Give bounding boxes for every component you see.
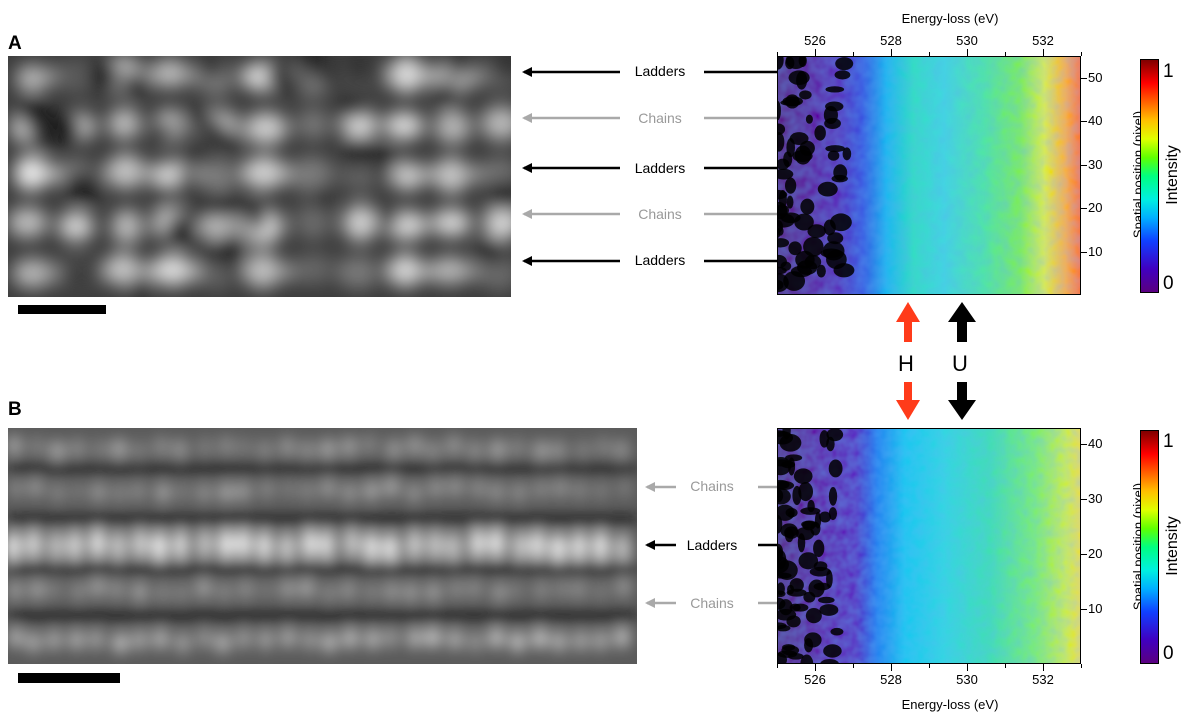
y-tick-label-1-40: 40: [1088, 436, 1103, 452]
row-label-a-1: Ladders: [634, 63, 686, 79]
eels-map-a: [777, 56, 1081, 295]
y-tick-mark-0-20: [1081, 208, 1087, 210]
y-tick-label-0-40: 40: [1088, 113, 1103, 129]
colorbar-b-title: Intensity: [1164, 516, 1181, 576]
y-tick-mark-1-30: [1081, 499, 1087, 501]
x-tick-label-1-532: 532: [1032, 672, 1054, 687]
y-tick-label-1-20: 20: [1088, 546, 1103, 562]
x-tick-label-1-526: 526: [804, 672, 826, 687]
x-tick-mark-1-530: [967, 664, 968, 671]
panel-label-b: B: [8, 399, 22, 420]
x-tick-mark-0-533: [1081, 52, 1082, 56]
y-tick-mark-0-10: [1081, 251, 1087, 253]
row-label-a-2: Chains: [638, 110, 682, 126]
x-tick-mark-0-530: [967, 49, 968, 56]
x-tick-mark-0-525: [777, 52, 778, 56]
x-tick-label-1-528: 528: [880, 672, 902, 687]
u-arrow-down-icon: [948, 382, 976, 420]
x-tick-mark-0-531: [1005, 52, 1006, 56]
colorbar-a-title: Intensity: [1164, 145, 1181, 205]
colorbar-a: [1140, 59, 1159, 293]
eels-map-b-frame: [777, 428, 1081, 664]
x-tick-mark-0-526: [815, 49, 816, 56]
eels-map-a-frame: [777, 56, 1081, 295]
h-marker-label: H: [898, 351, 914, 376]
x-tick-label-0-532: 532: [1032, 33, 1054, 48]
colorbar-a-tick-min: 0: [1163, 273, 1174, 294]
x-tick-mark-1-525: [777, 664, 778, 668]
colorbar-b-tick-min: 0: [1163, 643, 1174, 664]
x-tick-label-1-530: 530: [956, 672, 978, 687]
row-label-b-3: Chains: [690, 595, 734, 611]
y-tick-label-1-30: 30: [1088, 491, 1103, 507]
y-tick-mark-1-20: [1081, 554, 1087, 556]
y-tick-label-1-10: 10: [1088, 601, 1103, 617]
x-tick-mark-1-531: [1005, 664, 1006, 668]
y-tick-mark-0-50: [1081, 77, 1087, 79]
colorbar-b-tick-max: 1: [1163, 431, 1174, 452]
y-tick-mark-0-30: [1081, 164, 1087, 166]
eels-map-b: [777, 428, 1081, 664]
colorbar-a-tick-max: 1: [1163, 61, 1174, 82]
x-tick-mark-1-527: [853, 664, 854, 668]
colorbar-b: [1140, 430, 1159, 664]
row-label-b-1: Chains: [690, 478, 734, 494]
h-arrow-up-icon: [896, 302, 920, 342]
panel-label-a: A: [8, 33, 22, 54]
stem-image-a: [8, 56, 511, 297]
u-arrow-up-icon: [948, 302, 976, 342]
y-tick-mark-1-10: [1081, 609, 1087, 611]
stem-image-b: [8, 428, 637, 664]
scale-bar-a: [18, 305, 106, 314]
y-tick-label-0-50: 50: [1088, 69, 1103, 85]
h-arrow-down-icon: [896, 382, 920, 420]
y-tick-mark-0-40: [1081, 121, 1087, 123]
x-tick-label-0-526: 526: [804, 33, 826, 48]
row-label-a-4: Chains: [638, 206, 682, 222]
hu-markers: [896, 302, 976, 420]
x-axis-title-a: Energy-loss (eV): [901, 11, 999, 26]
x-tick-mark-0-532: [1043, 49, 1044, 56]
x-axis-title-b: Energy-loss (eV): [901, 697, 999, 712]
x-tick-mark-1-528: [891, 664, 892, 671]
y-tick-label-0-10: 10: [1088, 243, 1103, 259]
x-tick-label-0-528: 528: [880, 33, 902, 48]
x-tick-mark-1-533: [1081, 664, 1082, 668]
x-tick-mark-1-532: [1043, 664, 1044, 671]
scale-bar-b: [18, 673, 120, 683]
y-tick-label-0-20: 20: [1088, 200, 1103, 216]
u-marker-label: U: [952, 351, 968, 376]
x-tick-mark-1-529: [929, 664, 930, 668]
x-tick-label-0-530: 530: [956, 33, 978, 48]
x-tick-mark-0-528: [891, 49, 892, 56]
y-tick-label-0-30: 30: [1088, 156, 1103, 172]
row-label-b-2: Ladders: [686, 537, 738, 553]
x-tick-mark-1-526: [815, 664, 816, 671]
x-tick-mark-0-529: [929, 52, 930, 56]
row-label-a-3: Ladders: [634, 160, 686, 176]
row-label-a-5: Ladders: [634, 252, 686, 268]
x-tick-mark-0-527: [853, 52, 854, 56]
y-tick-mark-1-40: [1081, 444, 1087, 446]
